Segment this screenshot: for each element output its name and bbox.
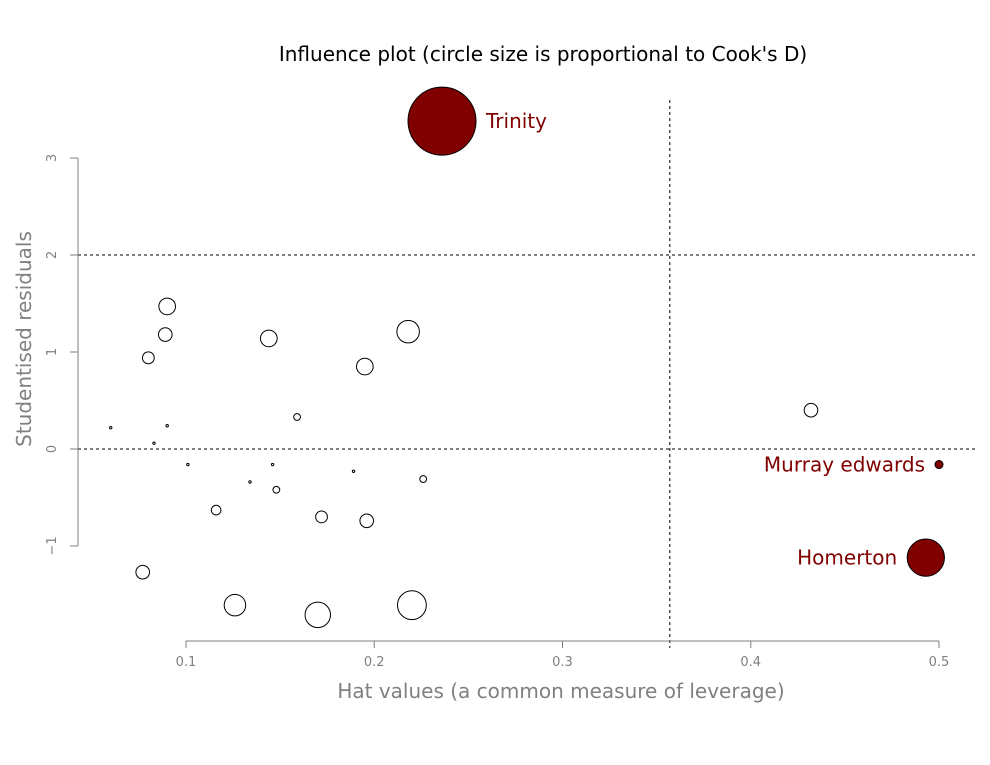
y-axis-label: Studentised residuals bbox=[12, 231, 36, 447]
data-point bbox=[351, 469, 356, 474]
data-point bbox=[141, 351, 155, 365]
x-tick-label: 0.1 bbox=[176, 655, 197, 670]
data-point bbox=[210, 504, 222, 516]
x-tick-label: 0.5 bbox=[929, 655, 950, 670]
data-point bbox=[315, 510, 328, 524]
data-point bbox=[396, 319, 420, 344]
data-point bbox=[223, 593, 247, 617]
highlighted-point bbox=[906, 538, 945, 577]
point-label: Homerton bbox=[797, 546, 897, 570]
x-tick-label: 0.4 bbox=[740, 655, 761, 670]
y-tick-label: 1 bbox=[45, 348, 60, 356]
point-label: Trinity bbox=[485, 109, 547, 133]
chart-title: Influence plot (circle size is proportio… bbox=[279, 42, 807, 66]
data-point bbox=[165, 424, 169, 428]
y-tick-label: −1 bbox=[45, 536, 60, 555]
data-points bbox=[109, 86, 945, 629]
data-point bbox=[260, 329, 278, 348]
data-point bbox=[248, 480, 252, 484]
axes: −1 0 1 2 3 0.1 0.2 0.3 0.4 0.5 bbox=[45, 154, 949, 670]
x-tick-label: 0.2 bbox=[364, 655, 385, 670]
data-point bbox=[803, 402, 819, 418]
data-point bbox=[304, 601, 331, 629]
highlighted-point bbox=[934, 460, 944, 470]
data-point bbox=[152, 441, 156, 445]
data-point bbox=[109, 425, 113, 430]
data-point bbox=[157, 327, 173, 342]
data-point bbox=[293, 413, 301, 421]
point-label: Murray edwards bbox=[764, 453, 925, 477]
data-point bbox=[419, 475, 428, 483]
y-tick-label: 3 bbox=[45, 154, 60, 162]
data-point bbox=[272, 485, 281, 494]
data-point bbox=[396, 590, 427, 621]
x-tick-label: 0.3 bbox=[552, 655, 573, 670]
x-axis-label: Hat values (a common measure of leverage… bbox=[337, 679, 784, 703]
point-labels: Trinity Murray edwards Homerton bbox=[485, 109, 925, 570]
highlighted-point bbox=[407, 86, 477, 156]
data-point bbox=[356, 357, 374, 376]
y-tick-label: 2 bbox=[45, 251, 60, 259]
data-point bbox=[158, 297, 177, 316]
data-point bbox=[270, 462, 275, 467]
reference-lines bbox=[78, 100, 975, 648]
data-point bbox=[135, 564, 151, 580]
data-point bbox=[186, 462, 190, 467]
y-tick-label: 0 bbox=[45, 445, 60, 453]
data-point bbox=[359, 513, 375, 529]
